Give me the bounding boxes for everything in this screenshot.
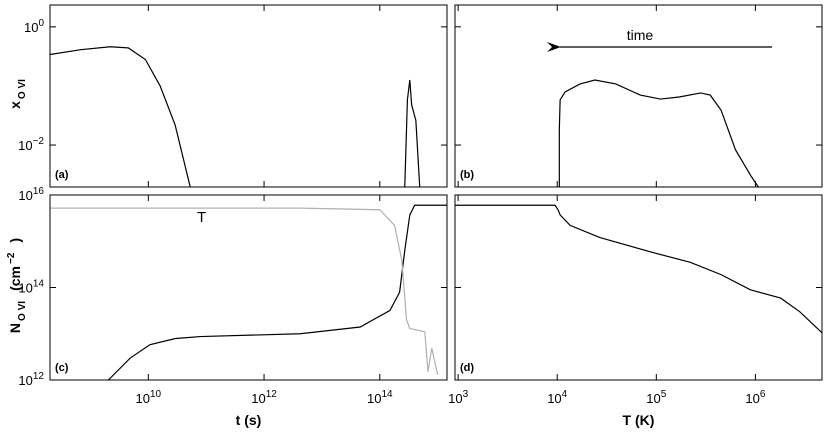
panel-label: (a) bbox=[55, 169, 69, 181]
y-tick-label-base: 10 bbox=[18, 138, 32, 153]
x-tick-label-exponent: 14 bbox=[381, 389, 393, 400]
x-tick-label-base: 10 bbox=[745, 391, 759, 406]
x-tick-label-base: 10 bbox=[136, 391, 150, 406]
y-tick-label-exponent: −2 bbox=[33, 136, 45, 147]
y-axis-label-part: O VI bbox=[17, 79, 28, 99]
y-tick-label: 100 bbox=[24, 17, 44, 35]
y-tick-label-base: 10 bbox=[24, 20, 38, 35]
x-tick-label-base: 10 bbox=[646, 391, 660, 406]
x-tick-label-base: 10 bbox=[547, 391, 561, 406]
plot-frame bbox=[454, 194, 823, 381]
x-tick-label-exponent: 10 bbox=[150, 389, 162, 400]
panel-label: (c) bbox=[55, 362, 69, 374]
line bbox=[50, 46, 421, 187]
panel-label: (b) bbox=[460, 169, 474, 181]
plot-frame bbox=[454, 4, 823, 188]
x-tick-label-exponent: 12 bbox=[266, 389, 278, 400]
y-axis-label-part: N bbox=[7, 323, 23, 333]
y-tick-label-base: 10 bbox=[18, 188, 32, 203]
y-tick-label-exponent: 12 bbox=[33, 371, 45, 382]
line bbox=[455, 204, 822, 334]
x-tick-label-exponent: 6 bbox=[760, 389, 766, 400]
plot-frame bbox=[49, 194, 448, 381]
y-tick-label-base: 10 bbox=[18, 373, 32, 388]
x-axis-label: t (s) bbox=[236, 412, 262, 428]
y-tick-label: 1016 bbox=[18, 186, 44, 204]
x-tick-label-base: 10 bbox=[367, 391, 381, 406]
y-axis-label-part: x bbox=[7, 101, 23, 109]
y-tick-label: 10−2 bbox=[18, 136, 44, 154]
y-axis-label-part: O VI bbox=[17, 301, 28, 321]
y-axis-label: x O VI bbox=[7, 79, 28, 109]
y-tick-label-exponent: 14 bbox=[33, 278, 45, 289]
y-tick-label-base: 10 bbox=[18, 281, 32, 296]
x-tick-label-base: 10 bbox=[251, 391, 265, 406]
y-tick-label-exponent: 0 bbox=[38, 17, 44, 28]
y-axis-label: N O VI (cm −2) bbox=[6, 238, 28, 333]
annotation: time bbox=[627, 27, 654, 43]
y-axis-label-part: −2 bbox=[6, 252, 17, 264]
x-tick-label-exponent: 3 bbox=[463, 389, 469, 400]
x-tick-label: 1010 bbox=[136, 389, 162, 407]
x-tick-label-base: 10 bbox=[448, 391, 462, 406]
y-axis-label-part: (cm bbox=[7, 266, 23, 291]
y-axis-label-part: ) bbox=[7, 238, 23, 243]
x-tick-label: 104 bbox=[547, 389, 567, 407]
x-tick-label-exponent: 5 bbox=[661, 389, 667, 400]
x-tick-label: 1012 bbox=[251, 389, 277, 407]
x-tick-label-exponent: 4 bbox=[562, 389, 568, 400]
x-tick-label: 106 bbox=[745, 389, 765, 407]
x-axis-label: T (K) bbox=[623, 412, 655, 428]
x-tick-label: 105 bbox=[646, 389, 666, 407]
line bbox=[558, 79, 759, 187]
line bbox=[107, 204, 447, 380]
x-tick-label: 1014 bbox=[367, 389, 393, 407]
y-tick-label-exponent: 16 bbox=[33, 186, 45, 197]
plot-frame bbox=[49, 4, 448, 188]
y-tick-label: 1012 bbox=[18, 371, 44, 389]
series-label: T bbox=[197, 209, 206, 226]
panel-label: (d) bbox=[460, 362, 474, 374]
line bbox=[50, 207, 439, 375]
y-tick-label: 1014 bbox=[18, 278, 44, 296]
x-tick-label: 103 bbox=[448, 389, 468, 407]
